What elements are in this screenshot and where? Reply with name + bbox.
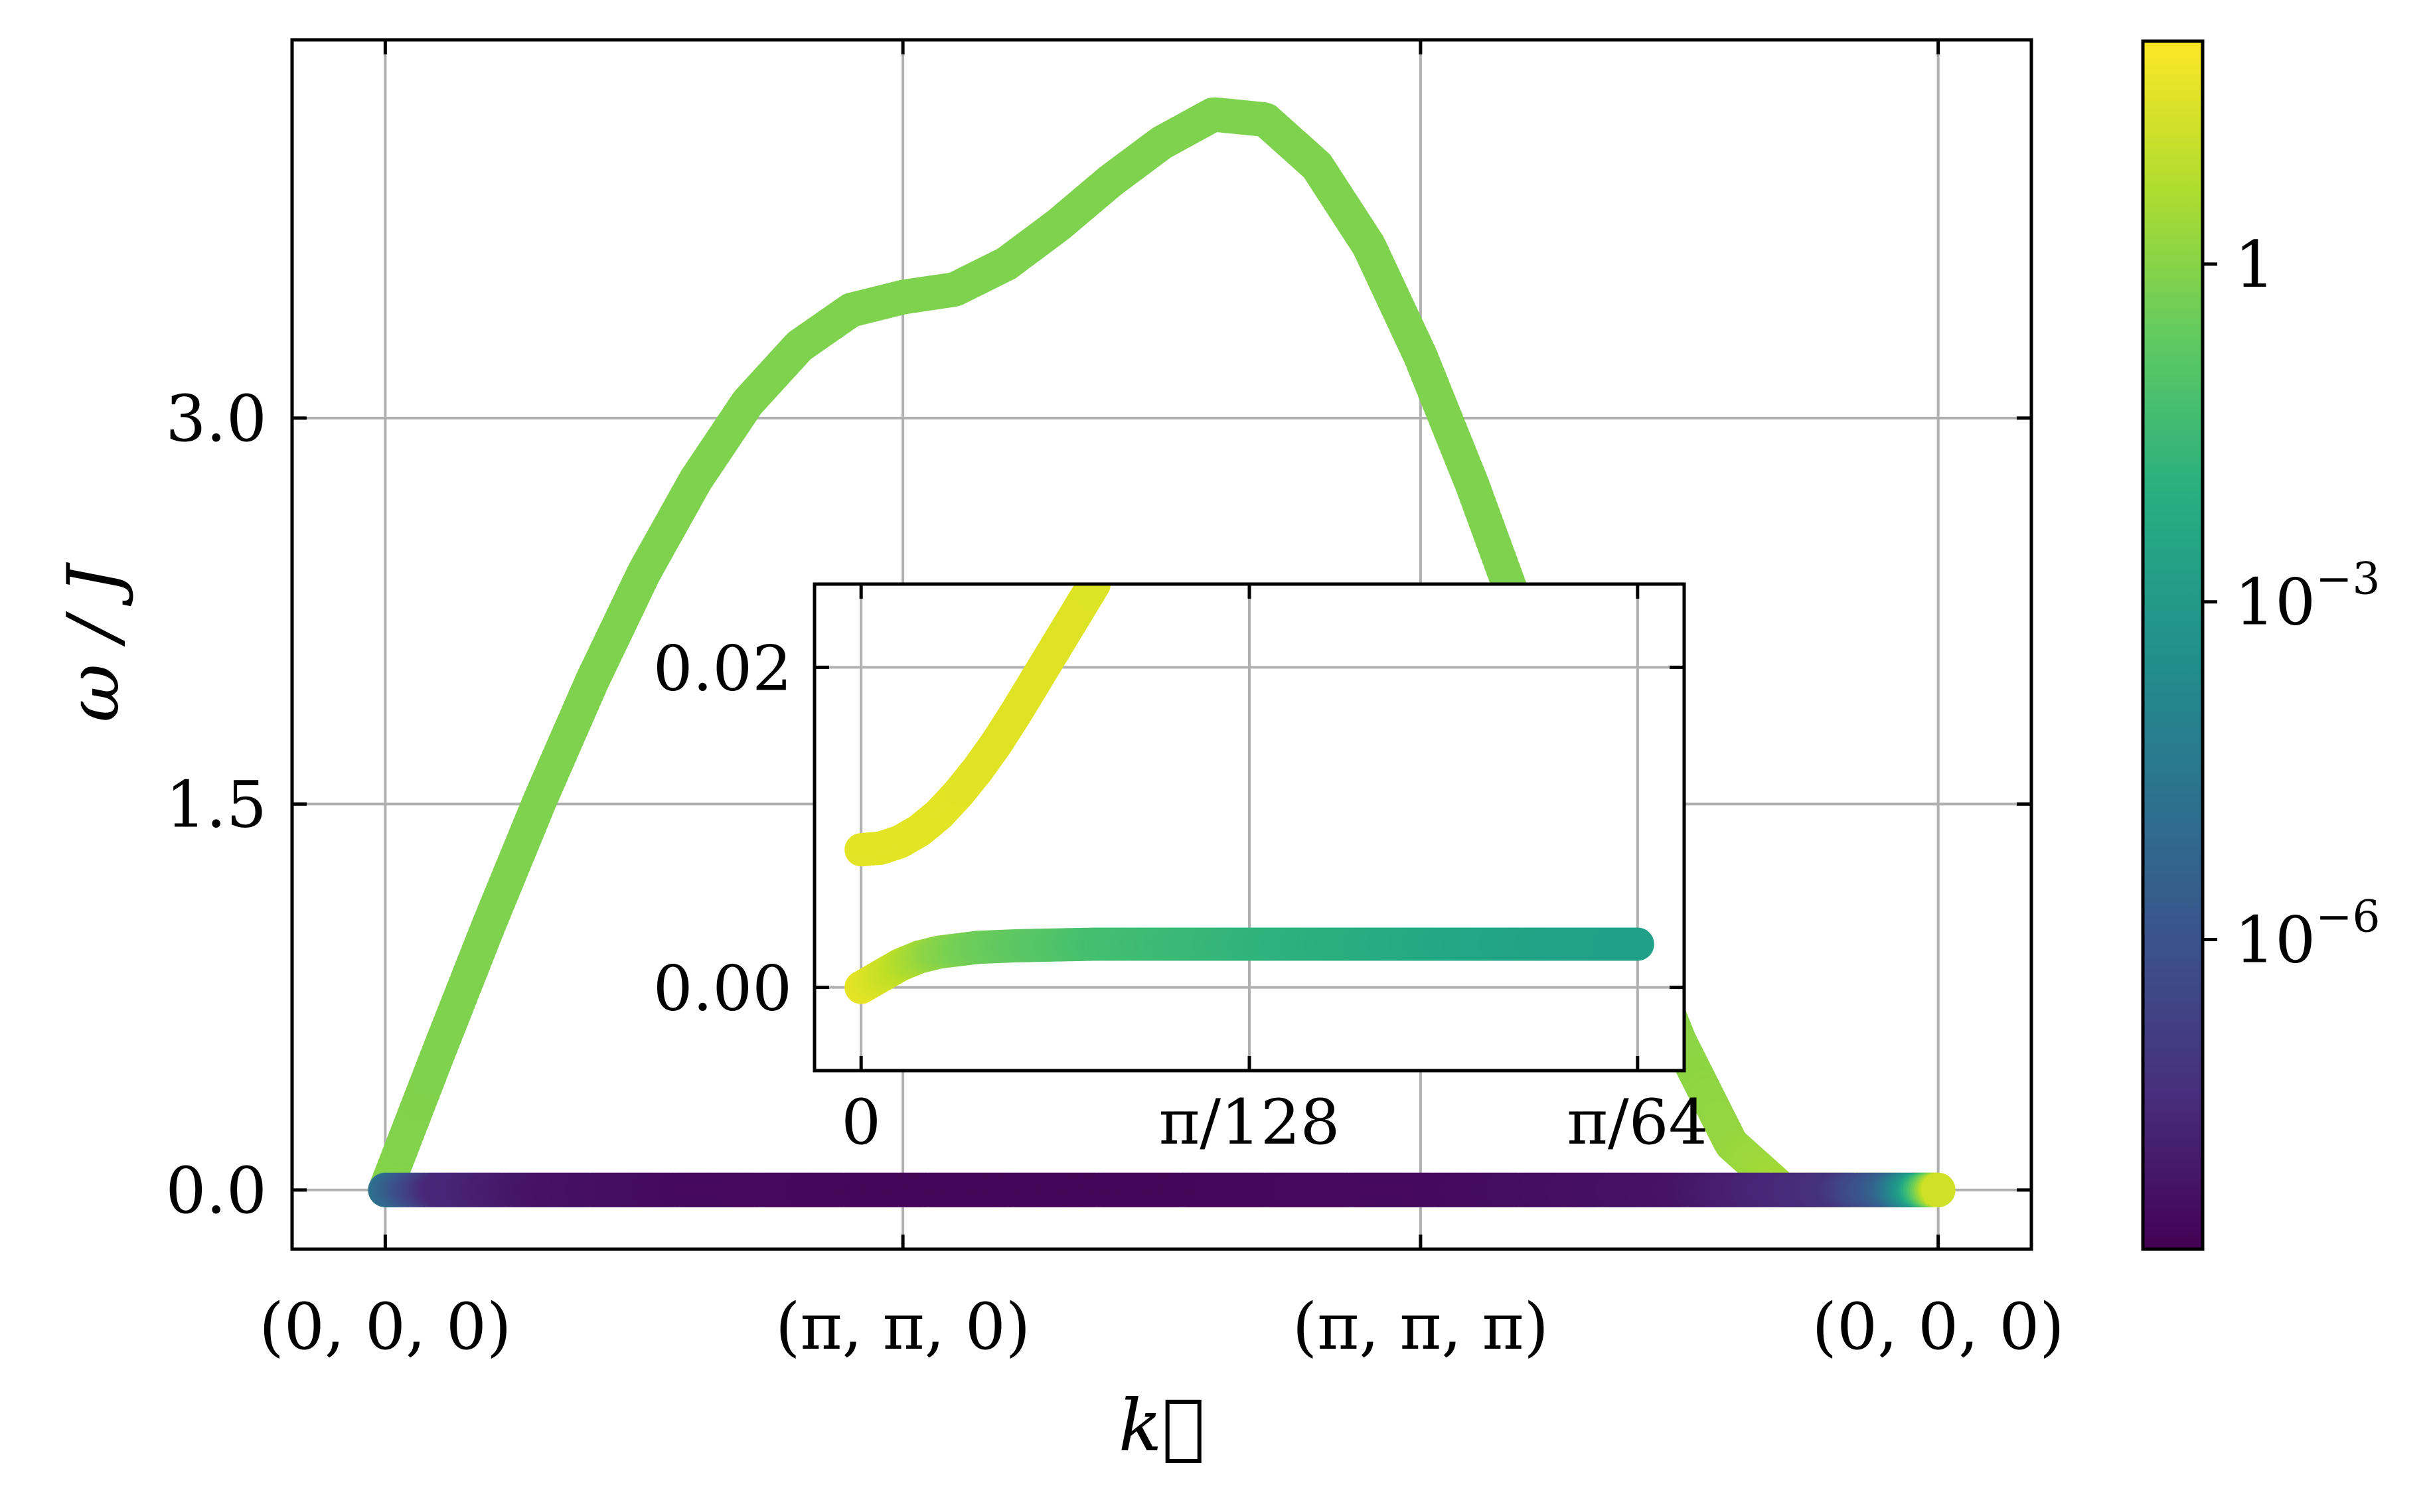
inset-series-1-point [1620, 927, 1654, 961]
main-x-tick-label: (0, 0, 0) [259, 1290, 511, 1364]
main-x-tick-labels: (0, 0, 0) (π, π, 0) (π, π, π) (0, 0, 0) [259, 1290, 2064, 1364]
main-x-tick-label: (π, π, 0) [775, 1290, 1030, 1364]
main-frame [290, 38, 2033, 1251]
inset-y-tick-labels: 0.00 0.02 [653, 633, 792, 1025]
inset-ticks [815, 584, 1684, 1071]
colorbar-tick-exponent: −6 [2315, 891, 2380, 943]
main-x-tick-label: (π, π, π) [1293, 1290, 1549, 1364]
colorbar-tick-label: 10−3 [2235, 554, 2380, 640]
colorbar-tick-label: 10−6 [2235, 891, 2380, 978]
colorbar: 1 10−3 10−6 [2141, 39, 2380, 1251]
inset-x-tick-label: π/128 [1159, 1087, 1340, 1159]
x-axis-label: k⃗ [1119, 1385, 1205, 1468]
main-y-tick-label: 3.0 [165, 382, 267, 456]
inset-x-tick-label: π/64 [1567, 1087, 1708, 1159]
main-y-tick-label: 1.5 [165, 767, 267, 842]
main-y-tick-labels: 0.0 1.5 3.0 [165, 382, 267, 1228]
main-ticks [292, 40, 2031, 1249]
colorbar-gradient [2141, 39, 2205, 1251]
y-axis-label: ω / J [52, 562, 135, 722]
colorbar-ticks: 1 10−3 10−6 [2203, 228, 2380, 978]
colorbar-tick-exponent: −3 [2315, 554, 2380, 605]
colorbar-tick-label: 1 [2235, 228, 2275, 302]
main-y-tick-label: 0.0 [165, 1154, 267, 1228]
inset-x-tick-label: 0 [841, 1087, 881, 1159]
inset-plot: 0 π/128 π/64 0.00 0.02 [653, 582, 1708, 1159]
main-series-1-point [1921, 1172, 1956, 1207]
main-series [368, 97, 1956, 1207]
inset-x-tick-labels: 0 π/128 π/64 [841, 1087, 1708, 1159]
inset-series [844, 584, 1654, 1004]
main-plot: (0, 0, 0) (π, π, 0) (π, π, π) (0, 0, 0) 0.0… [165, 38, 2065, 1364]
inset-y-tick-label: 0.00 [653, 953, 792, 1025]
inset-y-tick-label: 0.02 [653, 633, 792, 705]
main-x-tick-label: (0, 0, 0) [1812, 1290, 2065, 1364]
inset-series-0-point [1077, 584, 1111, 601]
